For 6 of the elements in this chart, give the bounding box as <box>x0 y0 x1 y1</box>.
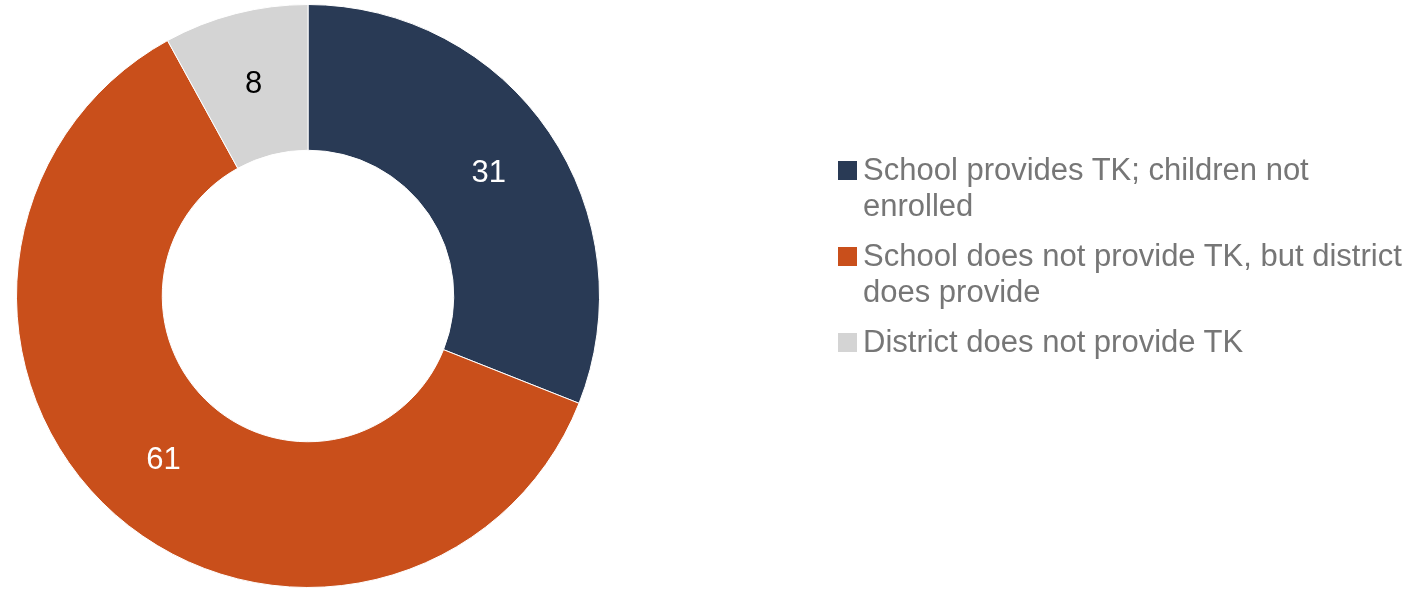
data-label: 8 <box>245 64 263 100</box>
legend-label: School provides TK; children not enrolled <box>863 152 1310 224</box>
data-label: 31 <box>471 153 507 189</box>
data-label: 61 <box>146 440 181 476</box>
legend-label: School does not provide TK, but district does provide <box>863 238 1403 310</box>
legend-label: District does not provide TK <box>863 324 1244 360</box>
